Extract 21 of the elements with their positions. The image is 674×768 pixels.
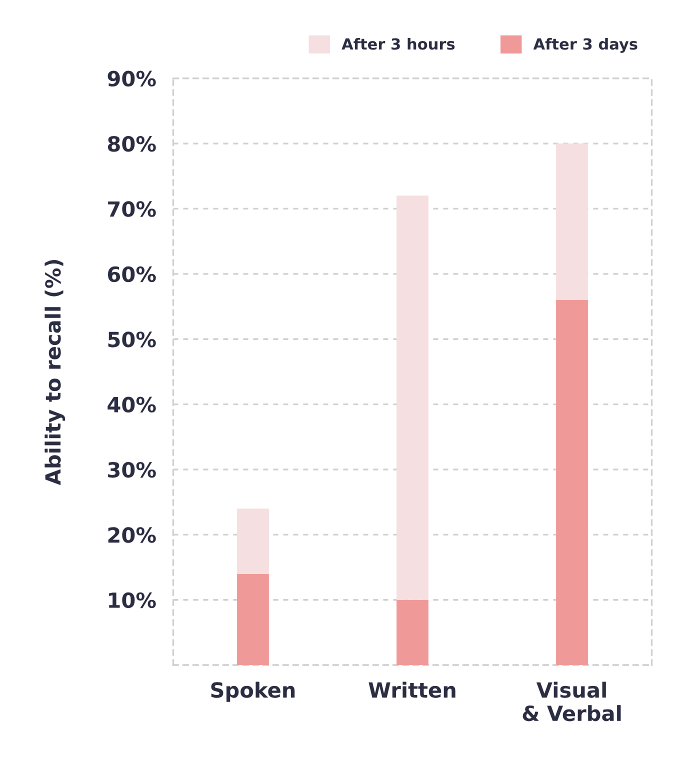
bar [237, 574, 269, 666]
y-axis-title: Ability to recall (%) [44, 260, 66, 486]
y-tick-label: 70% [108, 201, 156, 217]
x-tick-label: Written [368, 682, 456, 698]
y-tick-label: 80% [108, 136, 156, 152]
y-tick-label: 20% [108, 527, 156, 543]
y-tick-label: 90% [108, 70, 156, 87]
bar [396, 196, 428, 600]
bar [556, 144, 588, 300]
x-tick-label: Visual & Verbal [522, 682, 621, 722]
bar [237, 508, 269, 574]
legend-label: After 3 days [533, 38, 638, 53]
bar [396, 600, 428, 666]
x-tick-label: Spoken [211, 682, 295, 702]
y-tick-label: 40% [108, 396, 156, 413]
y-tick-label: 60% [108, 266, 156, 282]
y-tick-label: 30% [108, 462, 156, 478]
y-tick-label: 10% [109, 592, 156, 608]
legend-label: After 3 hours [342, 38, 455, 50]
bar [556, 300, 588, 666]
y-tick-label: 50% [108, 332, 156, 348]
